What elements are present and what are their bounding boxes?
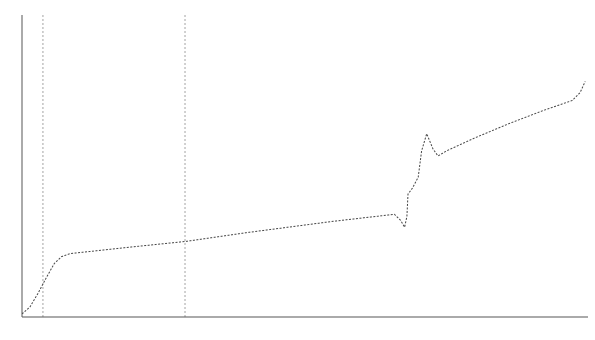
reference-lines	[42, 15, 186, 317]
series-layer	[21, 81, 586, 315]
series-line	[21, 81, 586, 315]
axes	[21, 15, 588, 318]
